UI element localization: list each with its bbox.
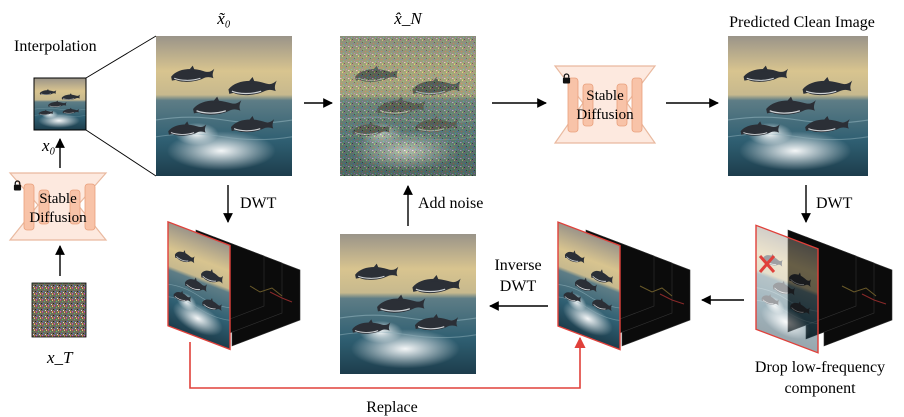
reconstructed-image [340,234,476,374]
drop-label-line2: component [784,380,856,397]
stable-diffusion-block-left: Stable Diffusion [8,172,108,241]
replace-arrow [189,336,586,389]
x-hat-N-noisy-image [340,36,476,176]
zoom-line-top [85,35,157,79]
wavelet-stack-left [167,220,301,351]
x-hat-N-label: x̂_N [393,9,423,28]
zoom-line-bottom [85,129,157,177]
x0-thumbnail [33,77,87,131]
drop-label-line1: Drop low-frequency [755,359,885,376]
xT-noise-image [31,282,87,338]
x-tilde-0-label: x̃₀ [216,9,231,28]
inverse-dwt-label: DWT [500,278,537,295]
x0-label: x₀ [41,136,56,155]
xT-label: x_T [46,348,74,367]
replace-label: Replace [366,399,418,416]
predicted-clean-image [728,36,868,176]
add-noise-label: Add noise [418,195,483,212]
model-label-line1: Stable [39,191,77,207]
model-label-line2: Diffusion [576,107,634,123]
model-label-line2: Diffusion [29,210,87,226]
red-x-icon [758,255,776,273]
predicted-clean-image-label: Predicted Clean Image [729,14,875,31]
dwt-left-label: DWT [240,195,277,212]
stable-diffusion-block-top: Stable Diffusion [553,65,657,144]
dwt-right-label: DWT [816,195,853,212]
wavelet-stack-right [755,224,893,354]
model-label-line1: Stable [586,88,624,104]
x-tilde-0-image [156,36,292,176]
inverse-label: Inverse [494,257,541,274]
wavelet-stack-middle [557,221,691,351]
interpolation-label: Interpolation [14,38,97,55]
